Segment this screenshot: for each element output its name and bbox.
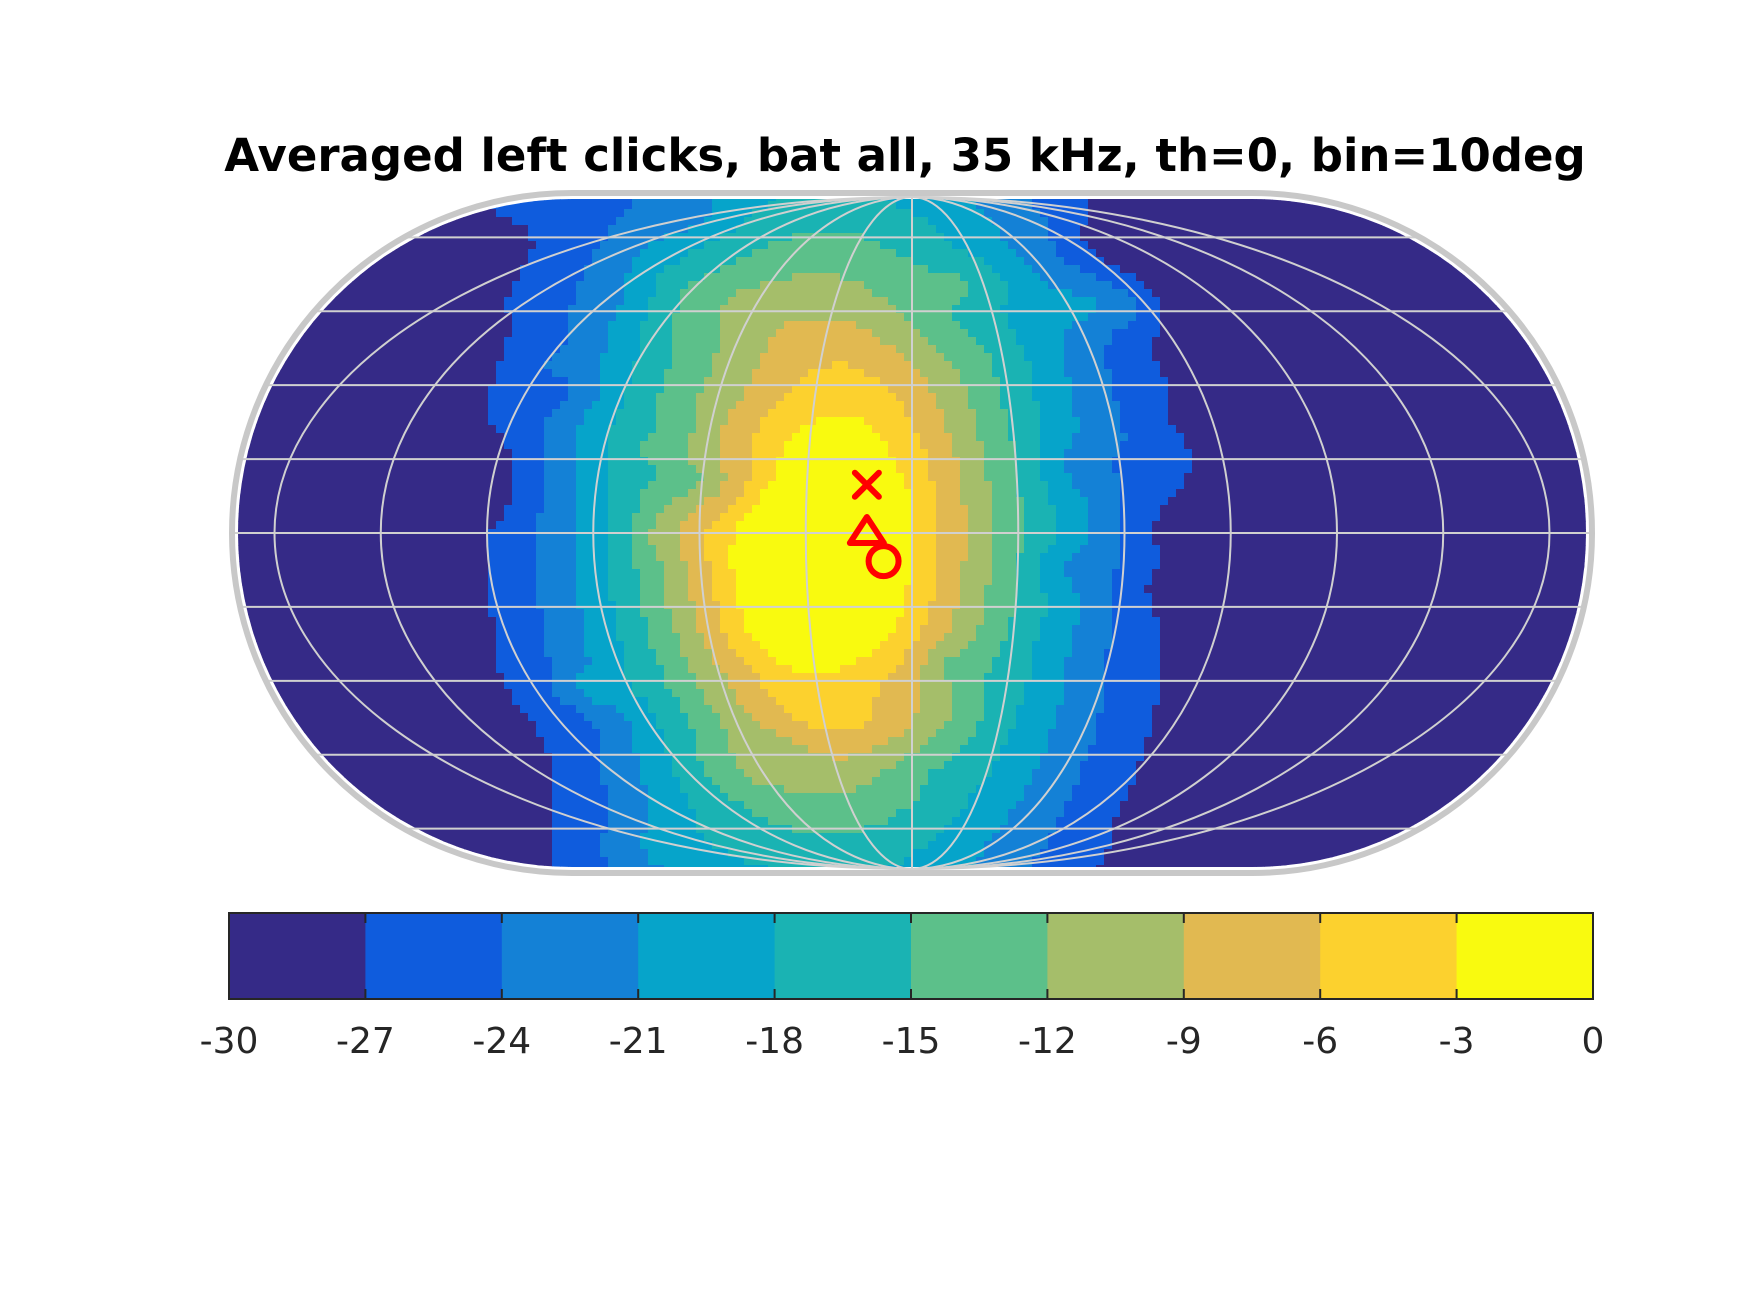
colorbar-tick-label: 0 bbox=[1582, 1021, 1605, 1062]
map-area bbox=[229, 190, 1595, 876]
colorbar-segment bbox=[229, 913, 366, 999]
colorbar-segment bbox=[1320, 913, 1458, 999]
graticule bbox=[232, 196, 1592, 870]
colorbar-segment bbox=[365, 913, 503, 999]
colorbar-tick-label: -24 bbox=[472, 1021, 531, 1062]
colorbar-tick-label: -21 bbox=[609, 1021, 668, 1062]
colorbar-segment bbox=[638, 913, 776, 999]
marker-triangle bbox=[846, 514, 887, 546]
colorbar-segment bbox=[774, 913, 912, 999]
marker-x bbox=[851, 469, 882, 500]
colorbar-tick-label: -3 bbox=[1439, 1021, 1475, 1062]
colorbar-tick-label: -30 bbox=[200, 1021, 259, 1062]
colorbar-segment bbox=[501, 913, 639, 999]
colorbar-segment bbox=[1183, 913, 1321, 999]
marker-circle bbox=[865, 543, 902, 580]
colorbar-segment bbox=[1047, 913, 1185, 999]
colorbar-tick-label: -15 bbox=[882, 1021, 941, 1062]
colorbar-segment bbox=[911, 913, 1048, 999]
colorbar-tick-label: -12 bbox=[1018, 1021, 1077, 1062]
colorbar-segment bbox=[1456, 913, 1594, 999]
colorbar-tick-label: -27 bbox=[336, 1021, 395, 1062]
colorbar-tick-label: -18 bbox=[745, 1021, 804, 1062]
colorbar-tick-label: -6 bbox=[1302, 1021, 1338, 1062]
colorbar-tick-label: -9 bbox=[1166, 1021, 1202, 1062]
markers bbox=[846, 469, 902, 580]
chart-title: Averaged left clicks, bat all, 35 kHz, t… bbox=[224, 129, 1585, 182]
globe-frame bbox=[229, 190, 1595, 876]
colorbar: -30 -27 -24 -21 -18 -15 -12 -9 -6 -3 0 bbox=[200, 912, 1605, 1062]
